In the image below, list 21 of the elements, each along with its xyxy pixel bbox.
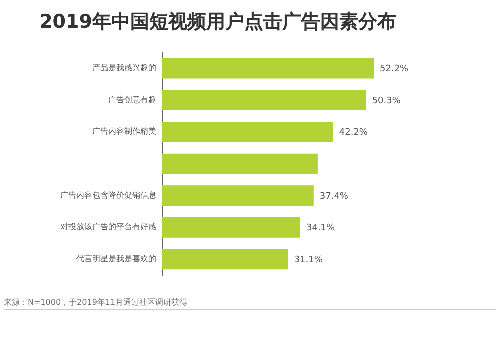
bar: [162, 122, 334, 142]
data-label: 37.4%: [320, 192, 349, 202]
data-label: 42.2%: [339, 128, 368, 138]
bar: [162, 90, 366, 111]
bar: [162, 58, 374, 79]
chart-title: 2019年中国短视频用户点击广告因素分布: [40, 11, 396, 33]
data-label: 50.3%: [372, 96, 402, 106]
data-label: 34.1%: [306, 224, 336, 234]
bar: [162, 249, 288, 270]
data-label: 52.2%: [380, 64, 410, 75]
y-tick-label: 广告内容制作精美: [92, 127, 156, 136]
y-tick-label: 广告内容包含降价促销信息: [60, 190, 156, 200]
y-tick-label: 对投放该广告的平台有好感: [60, 222, 156, 232]
bar: [162, 154, 318, 174]
y-tick-label: 产品是我感兴趣的: [92, 64, 156, 73]
y-tick-label: 代言明星是我是喜欢的: [76, 254, 156, 264]
bar: [162, 186, 314, 206]
data-label: 31.1%: [294, 255, 324, 266]
bar: [162, 217, 300, 238]
y-tick-label: 广告创意有趣: [108, 95, 156, 104]
source-note: 来源：N=1000，于2019年11月通过社区调研获得: [4, 297, 188, 308]
